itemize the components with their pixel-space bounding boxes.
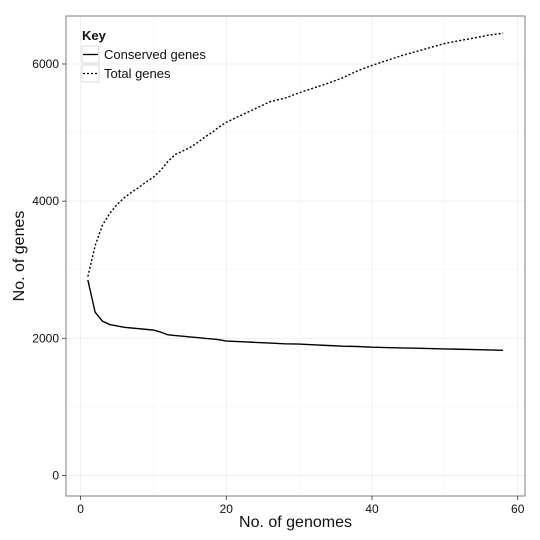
y-tick-label: 0 — [52, 468, 59, 482]
y-tick-label: 4000 — [32, 194, 59, 208]
plot-background — [66, 16, 525, 496]
x-tick-label: 20 — [220, 502, 234, 516]
series-line-conserved-genes — [87, 279, 504, 351]
y-axis-title: No. of genes — [11, 211, 28, 302]
x-tick-label: 40 — [365, 502, 379, 516]
data-series — [87, 32, 504, 351]
axis-ticks: 0 20 40 60 0 2000 4000 6000 — [32, 57, 524, 516]
legend-label-conserved: Conserved genes — [104, 47, 206, 62]
y-tick-label: 6000 — [32, 57, 59, 71]
legend-label-total: Total genes — [104, 66, 171, 81]
x-tick-label: 60 — [511, 502, 525, 516]
series-line-total-genes — [87, 32, 504, 277]
plot-border — [65, 15, 526, 497]
x-tick-label: 0 — [77, 502, 84, 516]
grid-lines — [66, 16, 525, 496]
x-axis-title: No. of genomes — [239, 514, 352, 531]
legend-key-box-total — [81, 64, 100, 83]
legend-title: Key — [82, 28, 107, 43]
legend: Key Conserved genes Total genes — [81, 28, 206, 83]
y-tick-label: 2000 — [32, 331, 59, 345]
